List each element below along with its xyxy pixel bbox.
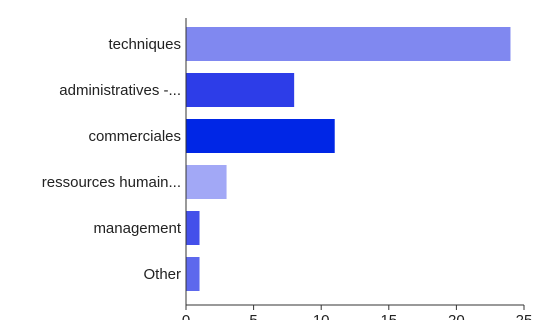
x-tick-label: 15 — [380, 312, 397, 320]
bar-1 — [186, 73, 294, 107]
bar-3 — [186, 165, 227, 199]
x-tick-label: 5 — [249, 312, 257, 320]
bar-5 — [186, 257, 200, 291]
x-tick-label: 0 — [182, 312, 190, 320]
category-label: management — [93, 220, 181, 237]
category-label: techniques — [108, 36, 181, 53]
x-axis-ticks: 0 5 10 15 20 25 — [182, 305, 533, 320]
x-tick-label: 10 — [313, 312, 330, 320]
category-label: ressources humain... — [42, 174, 181, 191]
category-labels: techniques administratives -... commercial… — [42, 36, 182, 283]
bar-0 — [186, 27, 510, 61]
bar-4 — [186, 211, 200, 245]
bar-2 — [186, 119, 335, 153]
category-label: administratives -... — [59, 82, 181, 99]
category-label: Other — [143, 266, 181, 283]
bars-group — [186, 27, 510, 291]
x-tick-label: 25 — [516, 312, 533, 320]
x-tick-label: 20 — [448, 312, 465, 320]
category-label: commerciales — [88, 128, 181, 145]
